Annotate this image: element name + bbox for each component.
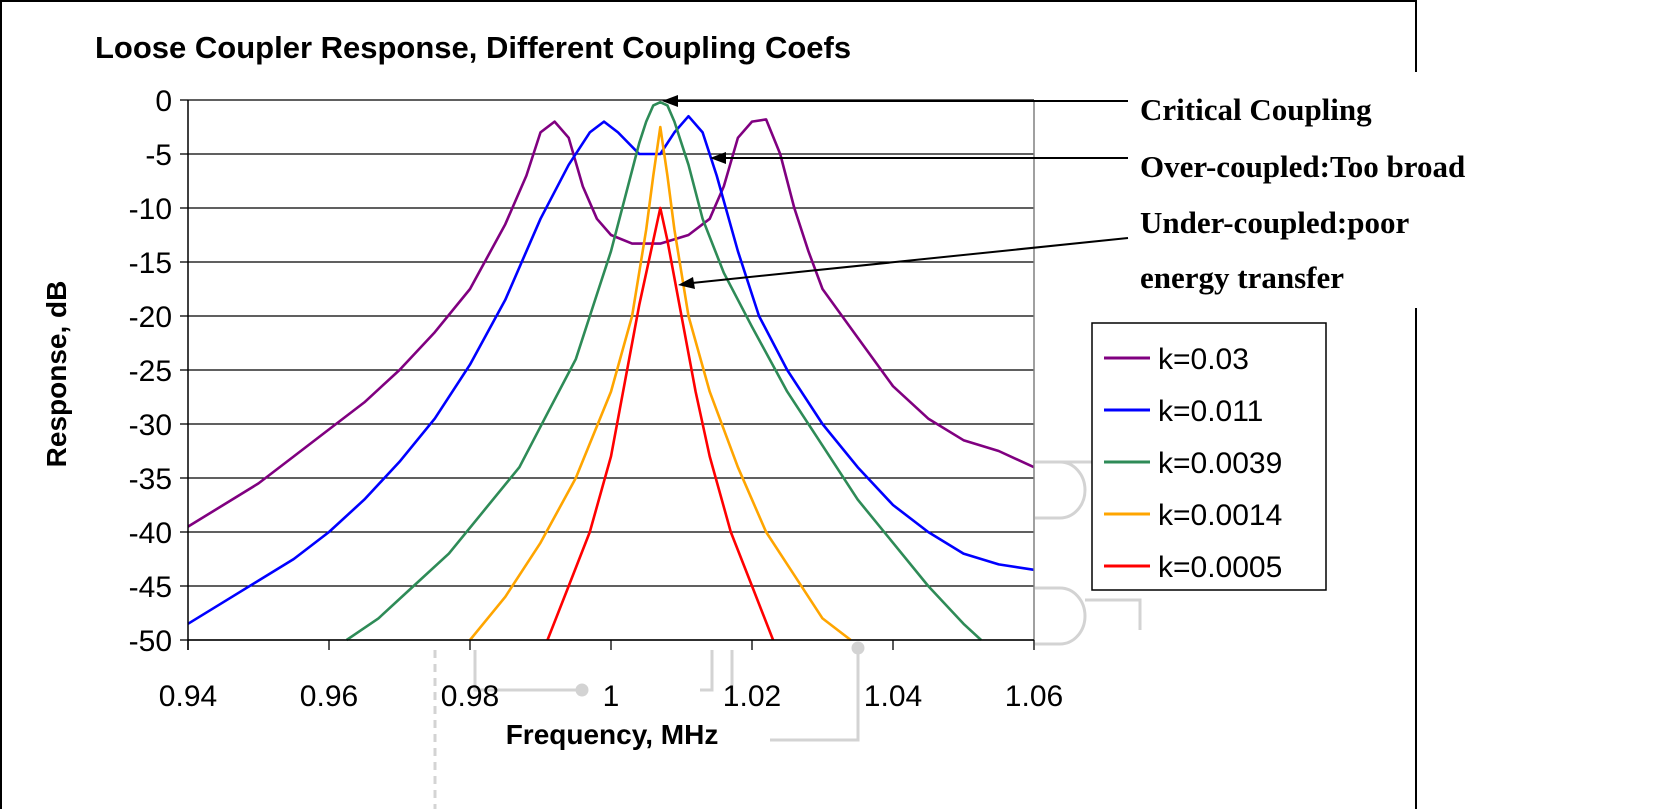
y-tick-label: -20 [129,301,172,334]
annotation-critical: Critical Coupling [1140,92,1372,127]
legend-box [1091,322,1327,591]
y-tick-label: -35 [129,463,172,496]
arrowhead-critical [662,95,678,107]
x-tick-label: 0.96 [300,680,358,713]
arrowhead-under [678,277,695,289]
y-tick-label: -15 [129,247,172,280]
x-tick-label: 1.02 [723,680,781,713]
y-axis-label: Response, dB [41,281,72,468]
chart-title: Loose Coupler Response, Different Coupli… [95,30,851,65]
series-line-0 [187,118,1035,528]
legend: k=0.03 k=0.011 k=0.0039 k=0.0014 k=0.0005 [1091,322,1327,591]
y-tick-label: -5 [145,139,172,172]
x-axis-label: Frequency, MHz [506,719,719,750]
annotation-over: Over-coupled:Too broad [1140,149,1465,184]
x-tick-labels: 0.94 0.96 0.98 1 1.02 1.04 1.06 [159,680,1063,713]
series-line-2 [345,100,982,642]
series-line-3 [468,125,852,642]
grid [180,99,1035,650]
x-tick-label: 1.04 [864,680,922,713]
arrowhead-over [710,152,726,164]
y-tick-label: -25 [129,355,172,388]
legend-label: k=0.0014 [1158,499,1282,532]
y-tick-label: -50 [129,625,172,658]
legend-label: k=0.03 [1158,343,1249,376]
y-tick-label: -30 [129,409,172,442]
y-tick-label: -10 [129,193,172,226]
legend-label: k=0.0039 [1158,447,1282,480]
annotation-under-line1: Under-coupled:poor [1140,205,1409,240]
annotation-arrow-under [691,237,1129,284]
annotation-under: Under-coupled:poor energy transfer [1140,205,1416,295]
x-tick-label: 0.98 [441,680,499,713]
annotation-under-line2: energy transfer [1140,260,1344,295]
series-line-1 [187,114,1035,625]
legend-label: k=0.0005 [1158,551,1282,584]
y-tick-label: -40 [129,517,172,550]
chart-frame [0,0,1417,809]
series-line-4 [546,206,775,641]
series-group [187,100,1035,642]
x-tick-label: 0.94 [159,680,217,713]
x-tick-label: 1 [603,680,620,713]
legend-label: k=0.011 [1158,395,1263,428]
y-tick-labels: 0 -5 -10 -15 -20 -25 -30 -35 -40 -45 -50 [129,85,172,658]
y-tick-label: 0 [155,85,172,118]
axes [187,100,1035,650]
circuit-watermark [433,460,1142,809]
x-tick-label: 1.06 [1005,680,1063,713]
annotations: Critical Coupling Over-coupled:Too broad… [662,92,1465,295]
y-tick-label: -45 [129,571,172,604]
